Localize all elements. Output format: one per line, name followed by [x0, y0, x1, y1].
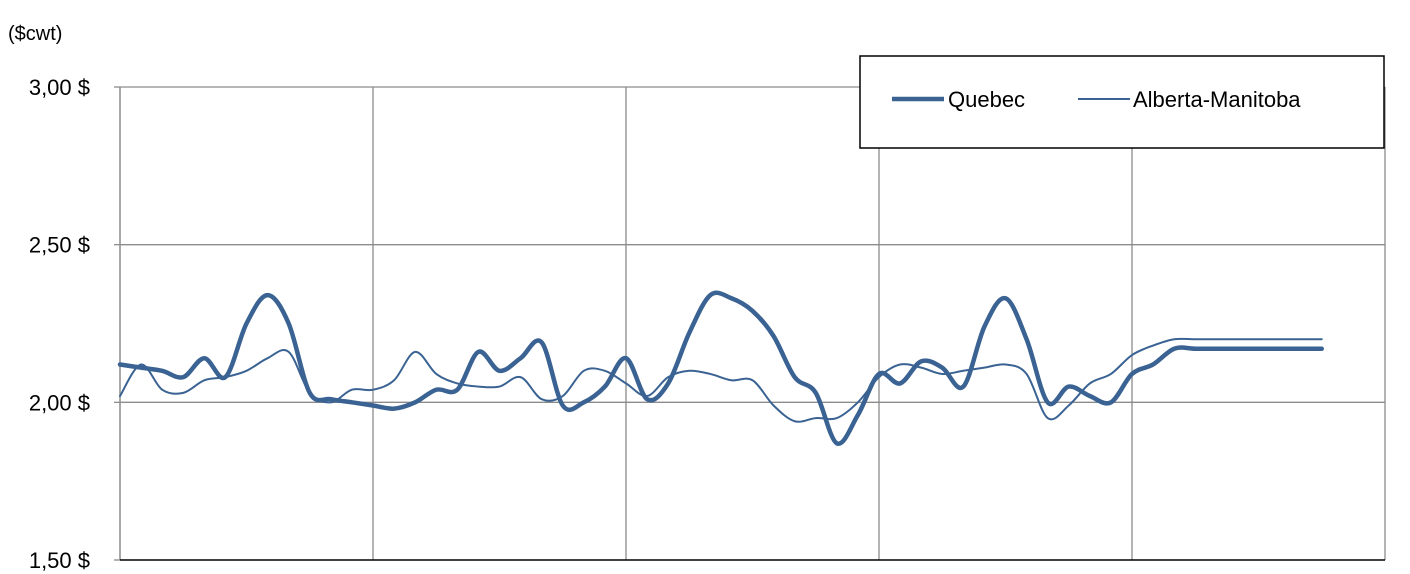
y-tick-label: 1,50 $: [29, 548, 90, 573]
axis-layer: 3,00 $ 2,50 $ 2,00 $ 1,50 $ ($cwt): [8, 23, 1385, 573]
series-layer: [117, 290, 1324, 446]
y-tick-label: 3,00 $: [29, 75, 90, 100]
series-line-quebec: [117, 290, 1324, 446]
series-line-alberta-manitoba: [119, 337, 1323, 423]
y-tick-label: 2,50 $: [29, 233, 90, 258]
legend-label: Alberta-Manitoba: [1133, 87, 1301, 112]
y-tick-label: 2,00 $: [29, 390, 90, 415]
legend: Quebec Alberta-Manitoba: [859, 55, 1385, 149]
grid-layer: [120, 86, 1386, 560]
y-unit-label: ($cwt): [8, 23, 62, 45]
legend-box: [859, 55, 1385, 149]
legend-label: Quebec: [948, 87, 1025, 112]
